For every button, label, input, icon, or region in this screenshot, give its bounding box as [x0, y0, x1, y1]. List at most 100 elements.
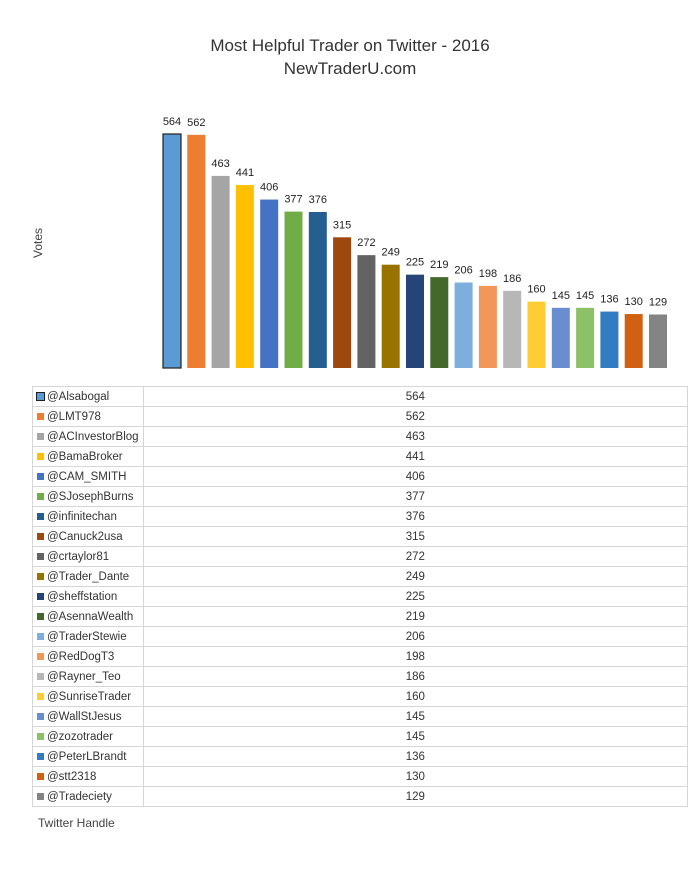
table-cell-value: 145: [142, 726, 689, 747]
handle-label: @SJosephBurns: [47, 490, 134, 503]
table-cell-value: 376: [142, 506, 689, 527]
bar-value-label: 145: [552, 290, 570, 302]
table-cell-value: 186: [142, 666, 689, 687]
table-row: @AsennaWealth 219: [32, 606, 689, 627]
chart-subtitle: NewTraderU.com: [283, 59, 417, 78]
table-cell-handle: @AsennaWealth: [32, 606, 144, 627]
table-row: @Tradeciety 129: [32, 786, 689, 807]
legend-swatch: [37, 572, 44, 580]
table-row: @infinitechan 376: [32, 506, 689, 527]
bar-value-label: 376: [309, 194, 327, 206]
table-cell-handle: @RedDogT3: [32, 646, 144, 667]
bar-value-label: 377: [284, 194, 302, 206]
handle-label: @Rayner_Teo: [47, 670, 121, 683]
table-row: @stt2318 130: [32, 766, 689, 787]
bar-sunrisetrader: [527, 301, 546, 368]
legend-swatch: [37, 432, 44, 440]
table-row: @TraderStewie 206: [32, 626, 689, 647]
legend-swatch: [37, 512, 44, 520]
bar-sjosephburns: [284, 211, 303, 368]
handle-label: @Alsabogal: [47, 390, 110, 403]
data-table-body: @Alsabogal 564 @LMT978 562 @ACInvestorBlog 46…: [32, 386, 689, 807]
table-cell-value: 377: [142, 486, 689, 507]
bar-value-label: 145: [576, 290, 594, 302]
legend-swatch: [37, 532, 44, 540]
bar-rayner_teo: [503, 290, 522, 368]
handle-label: @CAM_SMITH: [47, 470, 127, 483]
bar-trader_dante: [381, 264, 400, 368]
bar-tradeciety: [649, 314, 667, 368]
table-cell-value: 463: [142, 426, 689, 447]
table-cell-value: 219: [142, 606, 689, 627]
bar-value-label: 249: [382, 247, 400, 259]
legend-swatch: [37, 612, 44, 620]
handle-label: @Canuck2usa: [47, 530, 123, 543]
legend-swatch: [37, 452, 44, 460]
bar-asennawealth: [430, 277, 449, 368]
bar-value-label: 272: [357, 237, 375, 249]
table-cell-value: 136: [142, 746, 689, 767]
table-cell-handle: @PeterLBrandt: [32, 746, 144, 767]
bar-peterlbrandt: [600, 311, 619, 368]
handle-label: @Trader_Dante: [47, 570, 130, 583]
table-cell-value: 562: [142, 406, 689, 427]
handle-label: @AsennaWealth: [47, 610, 134, 623]
table-cell-handle: @stt2318: [32, 766, 144, 787]
table-cell-value: 225: [142, 586, 689, 607]
table-cell-handle: @LMT978: [32, 406, 144, 427]
table-cell-handle: @CAM_SMITH: [32, 466, 144, 487]
bar-value-label: 406: [260, 182, 278, 194]
bar-traderstewie: [454, 282, 473, 368]
table-row: @ACInvestorBlog 463: [32, 426, 689, 447]
table-cell-handle: @Trader_Dante: [32, 566, 144, 587]
table-cell-value: 145: [142, 706, 689, 727]
table-cell-handle: @SJosephBurns: [32, 486, 144, 507]
table-row: @CAM_SMITH 406: [32, 466, 689, 487]
legend-swatch: [37, 632, 44, 640]
chart-title: Most Helpful Trader on Twitter - 2016 Ne…: [0, 34, 700, 80]
bar-value-label: 225: [406, 257, 424, 269]
bar-acinvestorblog: [211, 175, 230, 368]
bar-chart: 564 562 463 441 406 377 376 315 272 249 225 219 206 1…: [162, 116, 667, 369]
table-cell-handle: @Alsabogal: [32, 386, 144, 407]
table-cell-handle: @ACInvestorBlog: [32, 426, 144, 447]
table-cell-value: 249: [142, 566, 689, 587]
handle-label: @TraderStewie: [47, 630, 127, 643]
handle-label: @SunriseTrader: [47, 690, 132, 703]
legend-swatch: [37, 552, 44, 560]
table-cell-value: 206: [142, 626, 689, 647]
bar-value-label: 463: [211, 158, 229, 170]
bar-crtaylor81: [357, 255, 376, 368]
table-cell-value: 441: [142, 446, 689, 467]
bar-value-label: 198: [479, 268, 497, 280]
legend-swatch: [36, 391, 45, 401]
bar-lmt978: [187, 134, 206, 368]
table-cell-handle: @Rayner_Teo: [32, 666, 144, 687]
table-cell-value: 198: [142, 646, 689, 667]
table-cell-value: 406: [142, 466, 689, 487]
bar-cam_smith: [260, 199, 279, 368]
table-row: @Alsabogal 564: [32, 386, 689, 407]
table-cell-handle: @TraderStewie: [32, 626, 144, 647]
legend-swatch: [37, 732, 44, 740]
table-row: @SJosephBurns 377: [32, 486, 689, 507]
bar-canuck2usa: [333, 237, 352, 368]
bar-reddogt3: [478, 285, 497, 368]
table-row: @BamaBroker 441: [32, 446, 689, 467]
table-row: @sheffstation 225: [32, 586, 689, 607]
handle-label: @WallStJesus: [47, 710, 122, 723]
handle-label: @crtaylor81: [47, 550, 110, 563]
table-cell-handle: @crtaylor81: [32, 546, 144, 567]
table-row: @RedDogT3 198: [32, 646, 689, 667]
chart-title-text: Most Helpful Trader on Twitter - 2016: [210, 36, 490, 55]
bar-value-label: 206: [454, 265, 472, 277]
table-cell-value: 130: [142, 766, 689, 787]
bar-value-label: 136: [600, 294, 618, 306]
bar-sheffstation: [406, 274, 424, 368]
table-cell-handle: @Canuck2usa: [32, 526, 144, 547]
legend-swatch: [37, 652, 44, 660]
handle-label: @Tradeciety: [47, 790, 112, 803]
handle-label: @ACInvestorBlog: [47, 430, 139, 443]
table-cell-value: 315: [142, 526, 689, 547]
table-row: @Rayner_Teo 186: [32, 666, 689, 687]
